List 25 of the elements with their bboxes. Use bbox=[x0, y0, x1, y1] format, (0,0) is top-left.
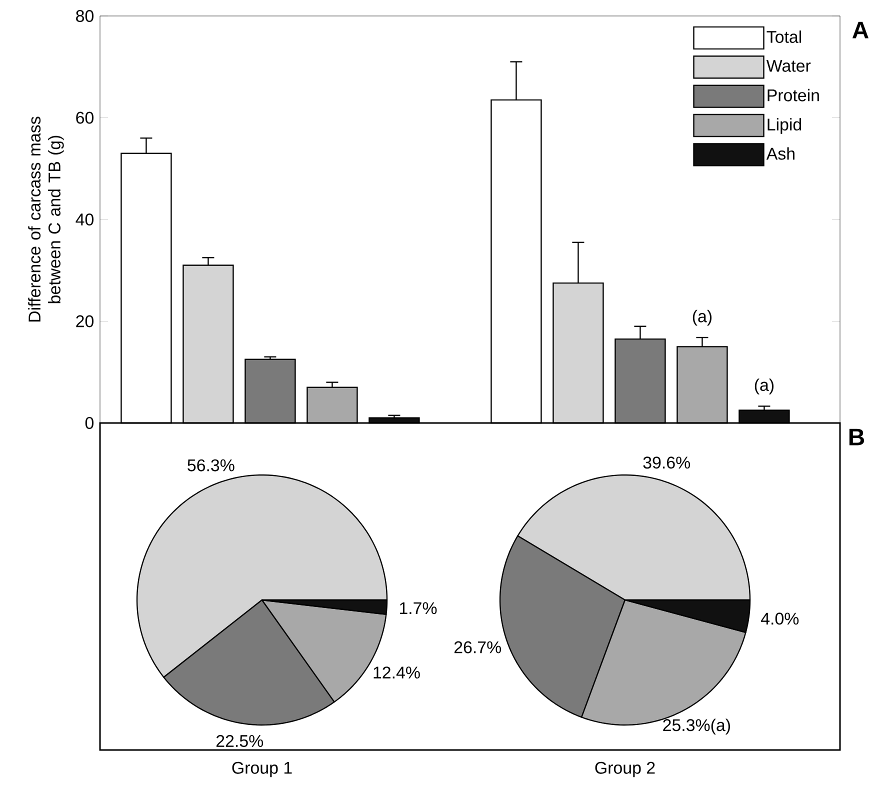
data-label: 25.3%(a) bbox=[663, 718, 730, 734]
data-label: (a) bbox=[692, 310, 712, 326]
data-label: 4.0% bbox=[761, 612, 799, 625]
text: B bbox=[849, 428, 864, 446]
text: Group 1 bbox=[232, 762, 292, 778]
data-label: 56.3% bbox=[188, 459, 234, 472]
data-label: 22.5% bbox=[216, 735, 264, 748]
y-tick-label: 80 bbox=[76, 10, 94, 22]
text: A bbox=[852, 22, 868, 38]
legend-label: Water bbox=[766, 60, 811, 72]
legend-label: Protein bbox=[768, 88, 819, 102]
data-label: 39.6% bbox=[643, 456, 690, 469]
y-tick-label: 20 bbox=[76, 315, 94, 328]
legend-label: Lipid bbox=[768, 118, 802, 134]
data-label: (a) bbox=[754, 378, 774, 394]
y-axis-title: Difference of carcass mass between C and TB (g) bbox=[28, 116, 64, 322]
y-tick-label: 0 bbox=[85, 416, 94, 429]
y-tick-label: 60 bbox=[76, 112, 94, 124]
data-label: 12.4% bbox=[374, 666, 420, 679]
data-label: 26.7% bbox=[454, 641, 502, 654]
legend-label: Ash bbox=[766, 147, 794, 160]
text: Group 2 bbox=[595, 762, 655, 778]
data-label: 1.7% bbox=[400, 602, 437, 614]
legend-label: Total bbox=[766, 30, 802, 43]
y-tick-label: 40 bbox=[76, 213, 94, 226]
